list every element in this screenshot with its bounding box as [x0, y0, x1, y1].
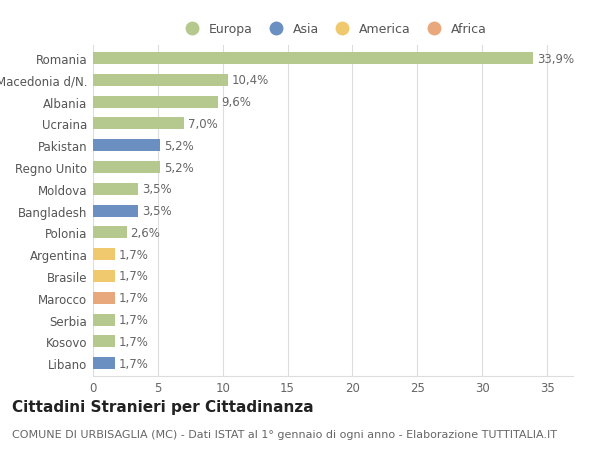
Text: 1,7%: 1,7%: [119, 357, 149, 370]
Bar: [93, 96, 218, 108]
Bar: [93, 358, 115, 369]
Text: 1,7%: 1,7%: [119, 313, 149, 326]
Bar: [93, 292, 115, 304]
Bar: [93, 227, 127, 239]
Text: 9,6%: 9,6%: [221, 96, 251, 109]
Bar: [93, 53, 533, 65]
Bar: [93, 140, 160, 152]
Bar: [93, 314, 115, 326]
Bar: [93, 162, 160, 174]
Text: 5,2%: 5,2%: [164, 161, 194, 174]
Text: 10,4%: 10,4%: [232, 74, 269, 87]
Bar: [93, 336, 115, 347]
Text: 1,7%: 1,7%: [119, 270, 149, 283]
Legend: Europa, Asia, America, Africa: Europa, Asia, America, Africa: [179, 23, 487, 36]
Text: COMUNE DI URBISAGLIA (MC) - Dati ISTAT al 1° gennaio di ogni anno - Elaborazione: COMUNE DI URBISAGLIA (MC) - Dati ISTAT a…: [12, 429, 557, 439]
Text: 3,5%: 3,5%: [142, 205, 172, 218]
Text: 33,9%: 33,9%: [536, 52, 574, 66]
Bar: [93, 184, 139, 196]
Text: 2,6%: 2,6%: [131, 226, 160, 239]
Bar: [93, 75, 228, 87]
Bar: [93, 205, 139, 217]
Text: 1,7%: 1,7%: [119, 335, 149, 348]
Text: 1,7%: 1,7%: [119, 291, 149, 305]
Text: 3,5%: 3,5%: [142, 183, 172, 196]
Bar: [93, 118, 184, 130]
Text: 1,7%: 1,7%: [119, 248, 149, 261]
Text: 5,2%: 5,2%: [164, 140, 194, 152]
Bar: [93, 249, 115, 261]
Bar: [93, 270, 115, 282]
Text: 7,0%: 7,0%: [188, 118, 217, 131]
Text: Cittadini Stranieri per Cittadinanza: Cittadini Stranieri per Cittadinanza: [12, 399, 314, 414]
